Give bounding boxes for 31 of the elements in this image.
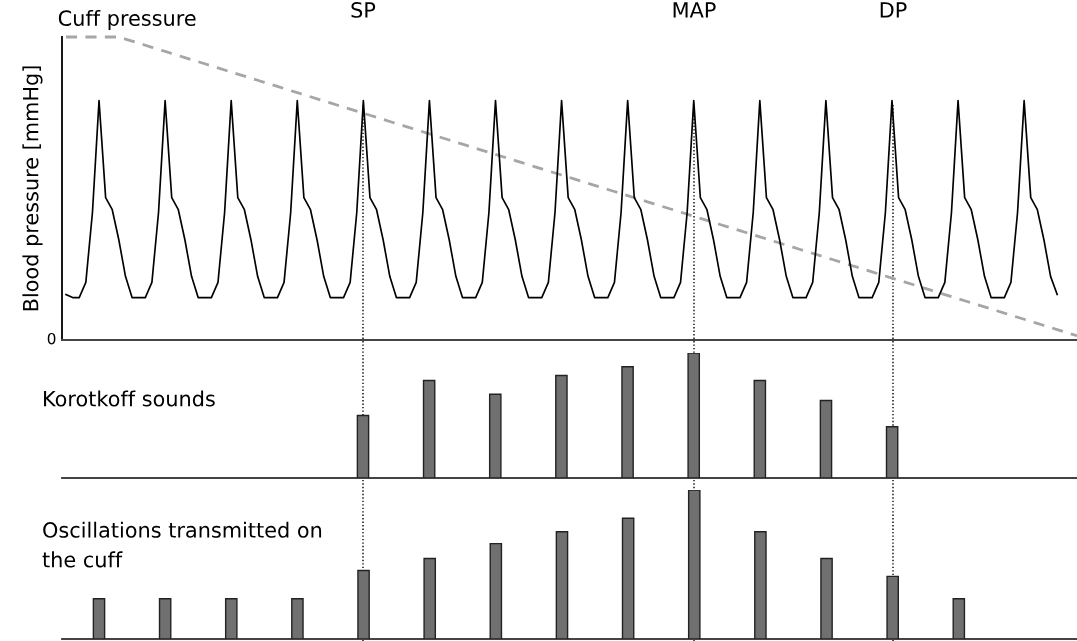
bar: [687, 490, 701, 639]
bar: [555, 374, 568, 478]
series-label: Cuff pressure: [58, 9, 196, 31]
bar: [555, 531, 569, 639]
bar: [753, 379, 767, 478]
y-axis-title: Blood pressure [mmHg]: [22, 66, 43, 311]
bar: [754, 531, 767, 639]
text: SP: [351, 2, 376, 18]
bar: [621, 366, 634, 478]
bar: [423, 557, 437, 639]
text: DP: [880, 2, 907, 18]
bar: [357, 569, 370, 639]
bar: [687, 353, 701, 478]
bar: [488, 393, 502, 478]
bar: [489, 542, 503, 639]
bar: [952, 598, 966, 639]
bar: [819, 399, 833, 478]
bar: [291, 598, 304, 639]
bar: [885, 426, 899, 478]
text: Oscillations transmitted on the cuff: [42, 521, 322, 568]
bar: [92, 598, 106, 639]
text: Korotkoff sounds: [44, 390, 215, 407]
text: MAP: [673, 2, 716, 18]
bar: [422, 379, 436, 478]
bar: [820, 557, 833, 639]
text: 0: [47, 332, 56, 345]
bar: [886, 575, 899, 639]
bar: [158, 598, 172, 639]
bar: [356, 414, 370, 478]
bar: [621, 517, 635, 639]
bar: [224, 598, 238, 639]
